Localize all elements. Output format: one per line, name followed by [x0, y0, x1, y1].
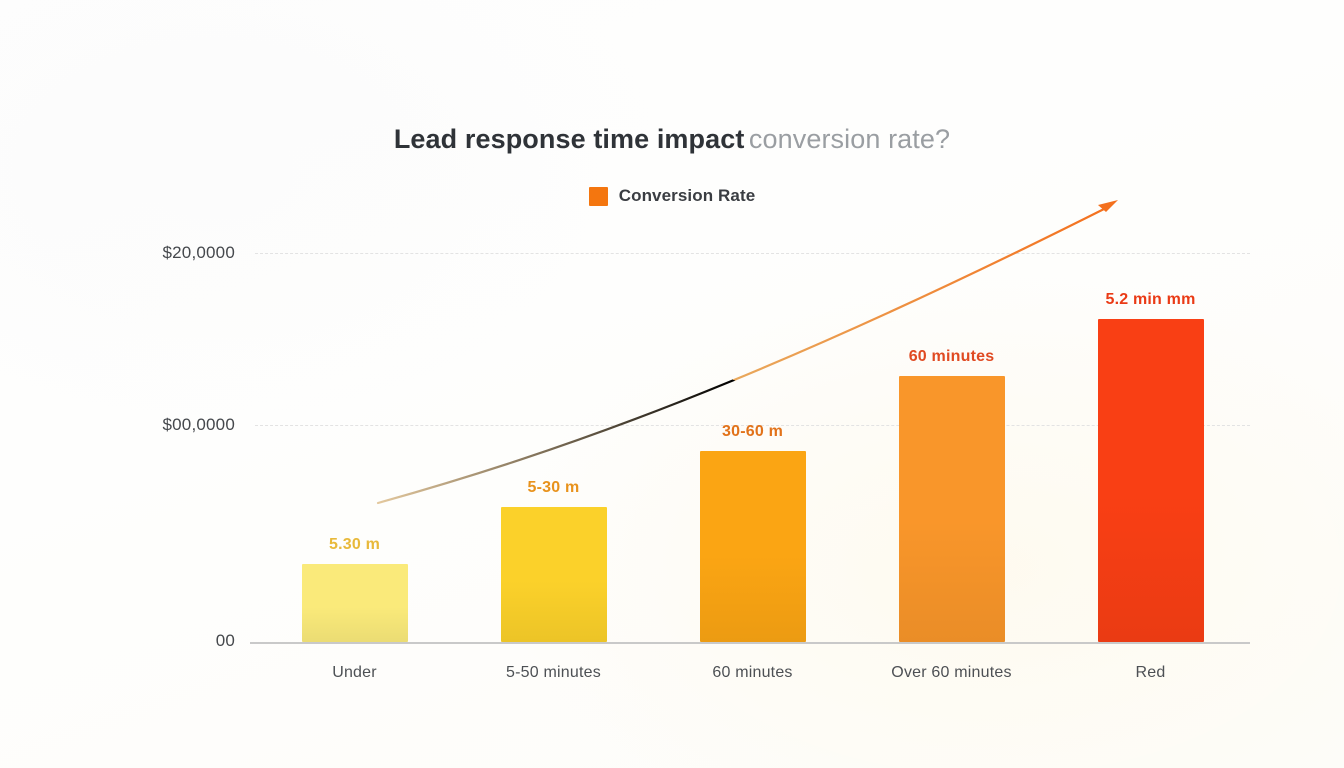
bar[interactable]	[301, 564, 408, 642]
legend-swatch-icon	[588, 186, 608, 206]
x-axis-line	[250, 642, 1250, 644]
chart-title-bold: Lead response time impact	[393, 124, 745, 154]
x-axis-label: Over 60 minutes	[891, 664, 1012, 681]
bar-value-label: 30-60 m	[722, 423, 783, 440]
y-axis-tick-label-2: $00,0000	[162, 415, 235, 434]
bar[interactable]	[699, 451, 806, 642]
bar[interactable]	[1097, 319, 1204, 642]
x-axis-label: Under	[332, 664, 377, 681]
plot-area: 5.30 m 5-30 m 30-60 m 60 minutes 5.2 min mm	[250, 215, 1250, 645]
bar-group[interactable]: 30-60 m	[699, 423, 806, 642]
x-axis-labels: Under 5-50 minutes 60 minutes Over 60 minut…	[255, 664, 1250, 694]
chart-title: Lead response time impact conversion rat…	[0, 126, 1344, 153]
chart-legend: Conversion Rate	[0, 186, 1344, 206]
bar-value-label: 5.30 m	[328, 536, 380, 553]
bar-value-label: 5.2 min mm	[1105, 291, 1196, 308]
x-axis-label: 60 minutes	[712, 664, 793, 681]
x-axis-label: Red	[1135, 664, 1166, 681]
chart-title-light: conversion rate?	[748, 124, 951, 154]
bar-value-label: 60 minutes	[908, 348, 995, 365]
x-axis-label: 5-50 minutes	[506, 664, 601, 681]
bar[interactable]	[500, 507, 607, 642]
bar[interactable]	[898, 376, 1005, 642]
legend-label-conversion-rate: Conversion Rate	[618, 186, 756, 205]
bar-value-label: 5-30 m	[527, 479, 580, 496]
bar-group[interactable]: 5.2 min mm	[1097, 291, 1204, 642]
y-axis-tick-label-3: 00	[215, 631, 235, 650]
bar-group[interactable]: 5.30 m	[301, 536, 408, 642]
bar-group[interactable]: 60 minutes	[898, 348, 1005, 642]
bar-series: 5.30 m 5-30 m 30-60 m 60 minutes 5.2 min mm	[255, 215, 1250, 643]
y-axis-tick-label-1: $20,0000	[162, 243, 235, 262]
bar-group[interactable]: 5-30 m	[500, 479, 607, 642]
